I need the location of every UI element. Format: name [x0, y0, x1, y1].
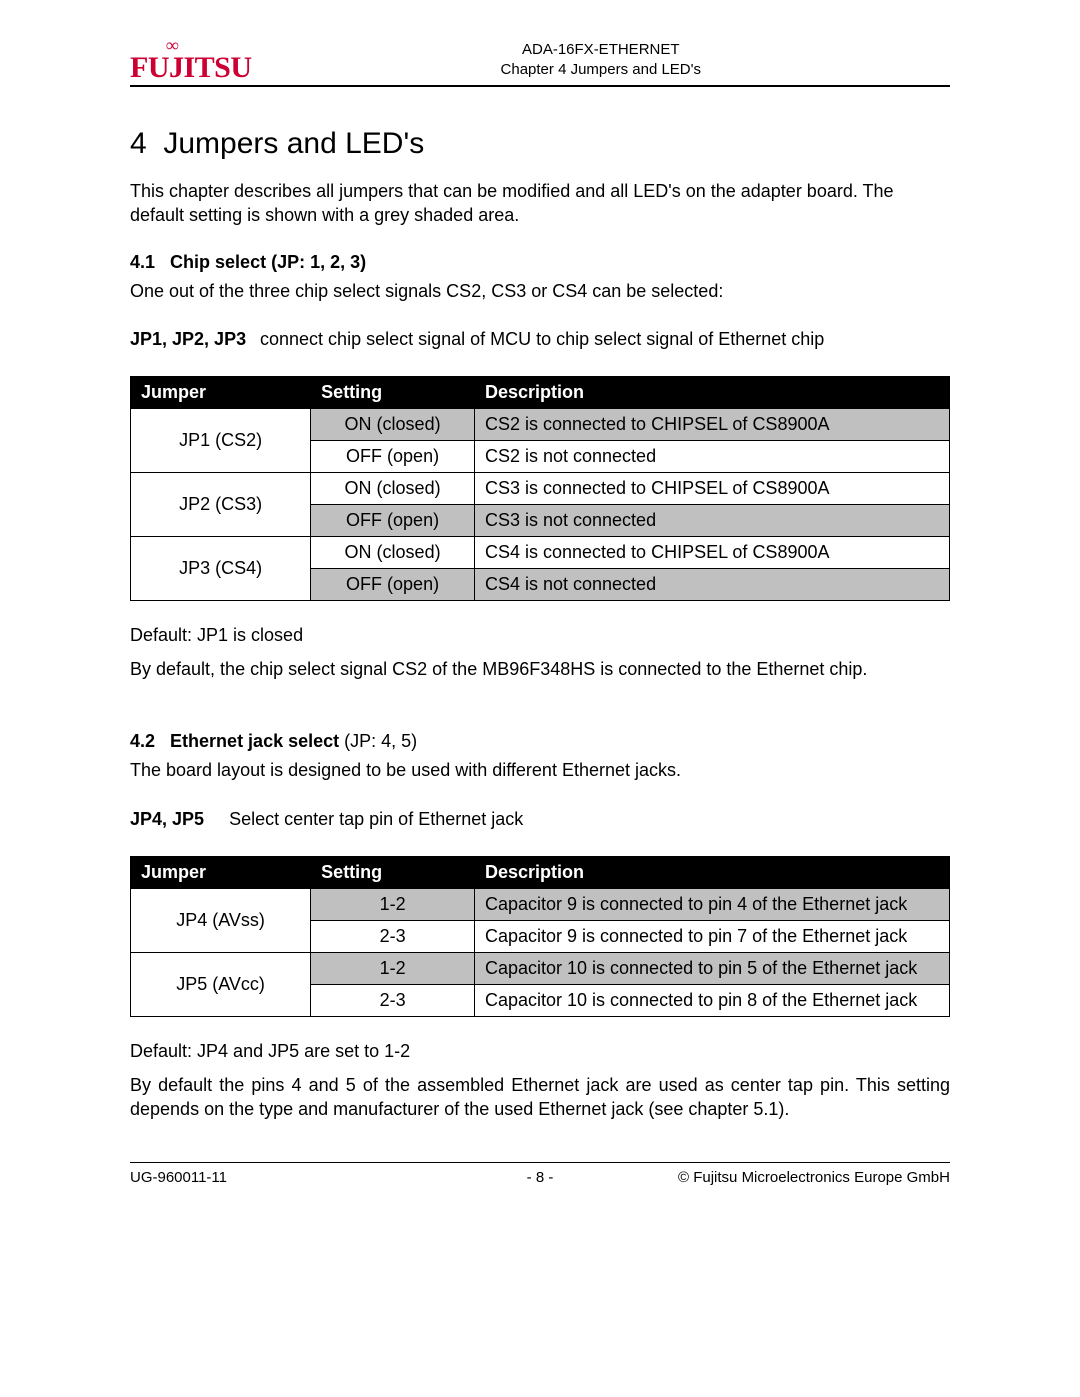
section-4-1-title: 4.1 Chip select (JP: 1, 2, 3) — [130, 252, 950, 273]
cell-description: CS2 is not connected — [474, 440, 949, 472]
cell-setting: 1-2 — [311, 888, 475, 920]
section-4-1-default-para: By default, the chip select signal CS2 o… — [130, 657, 950, 681]
section-4-1-default: Default: JP1 is closed — [130, 623, 950, 647]
logo: FUJ∞ITSU — [130, 47, 252, 81]
cell-setting: OFF (open) — [311, 568, 475, 600]
table-row: JP5 (AVcc)1-2Capacitor 10 is connected t… — [131, 952, 950, 984]
section-4-1-intro: One out of the three chip select signals… — [130, 279, 950, 303]
cell-jumper: JP5 (AVcc) — [131, 952, 311, 1016]
chapter-title: 4 Jumpers and LED's — [130, 127, 950, 161]
th-setting: Setting — [311, 856, 475, 888]
header-text: ADA-16FX-ETHERNET Chapter 4 Jumpers and … — [252, 40, 950, 79]
cell-setting: OFF (open) — [311, 440, 475, 472]
cell-description: CS2 is connected to CHIPSEL of CS8900A — [474, 408, 949, 440]
section-4-2-default: Default: JP4 and JP5 are set to 1-2 — [130, 1039, 950, 1063]
page-header: FUJ∞ITSU ADA-16FX-ETHERNET Chapter 4 Jum… — [130, 40, 950, 87]
table-chip-select: Jumper Setting Description JP1 (CS2)ON (… — [130, 376, 950, 601]
table-row: JP2 (CS3)ON (closed)CS3 is connected to … — [131, 472, 950, 504]
cell-description: CS3 is not connected — [474, 504, 949, 536]
cell-description: Capacitor 9 is connected to pin 4 of the… — [474, 888, 949, 920]
chapter-title-text: Jumpers and LED's — [163, 127, 424, 160]
section-4-2-intro: The board layout is designed to be used … — [130, 758, 950, 782]
cell-description: Capacitor 10 is connected to pin 5 of th… — [474, 952, 949, 984]
cell-setting: OFF (open) — [311, 504, 475, 536]
table-row: JP4 (AVss)1-2Capacitor 9 is connected to… — [131, 888, 950, 920]
th-setting: Setting — [311, 376, 475, 408]
cell-jumper: JP1 (CS2) — [131, 408, 311, 472]
cell-setting: ON (closed) — [311, 536, 475, 568]
page-footer: UG-960011-11 - 8 - © Fujitsu Microelectr… — [130, 1162, 950, 1186]
logo-text: FUJ∞ITSU — [130, 51, 252, 84]
table-row: JP3 (CS4)ON (closed)CS4 is connected to … — [131, 536, 950, 568]
chapter-number: 4 — [130, 127, 147, 160]
table-row: JP1 (CS2)ON (closed)CS2 is connected to … — [131, 408, 950, 440]
header-line1: ADA-16FX-ETHERNET — [252, 40, 950, 60]
cell-setting: ON (closed) — [311, 408, 475, 440]
cell-setting: 2-3 — [311, 984, 475, 1016]
table-header-row: Jumper Setting Description — [131, 376, 950, 408]
section-4-2-default-para: By default the pins 4 and 5 of the assem… — [130, 1073, 950, 1122]
table-header-row: Jumper Setting Description — [131, 856, 950, 888]
cell-description: CS4 is connected to CHIPSEL of CS8900A — [474, 536, 949, 568]
table-ethernet-jack: Jumper Setting Description JP4 (AVss)1-2… — [130, 856, 950, 1017]
th-desc: Description — [474, 376, 949, 408]
cell-jumper: JP3 (CS4) — [131, 536, 311, 600]
cell-jumper: JP2 (CS3) — [131, 472, 311, 536]
jp123-desc: JP1, JP2, JP3 connect chip select signal… — [130, 329, 950, 350]
header-line2: Chapter 4 Jumpers and LED's — [252, 60, 950, 80]
footer-center: - 8 - — [403, 1169, 676, 1186]
cell-description: CS4 is not connected — [474, 568, 949, 600]
th-jumper: Jumper — [131, 856, 311, 888]
cell-description: Capacitor 10 is connected to pin 8 of th… — [474, 984, 949, 1016]
footer-right: © Fujitsu Microelectronics Europe GmbH — [677, 1169, 950, 1186]
cell-description: CS3 is connected to CHIPSEL of CS8900A — [474, 472, 949, 504]
th-jumper: Jumper — [131, 376, 311, 408]
cell-setting: 2-3 — [311, 920, 475, 952]
cell-description: Capacitor 9 is connected to pin 7 of the… — [474, 920, 949, 952]
footer-left: UG-960011-11 — [130, 1169, 403, 1186]
chapter-intro: This chapter describes all jumpers that … — [130, 179, 950, 228]
cell-setting: 1-2 — [311, 952, 475, 984]
section-4-2-title: 4.2 Ethernet jack select (JP: 4, 5) — [130, 731, 950, 752]
cell-jumper: JP4 (AVss) — [131, 888, 311, 952]
page: FUJ∞ITSU ADA-16FX-ETHERNET Chapter 4 Jum… — [0, 0, 1080, 1216]
jp45-desc: JP4, JP5 Select center tap pin of Ethern… — [130, 809, 950, 830]
th-desc: Description — [474, 856, 949, 888]
cell-setting: ON (closed) — [311, 472, 475, 504]
